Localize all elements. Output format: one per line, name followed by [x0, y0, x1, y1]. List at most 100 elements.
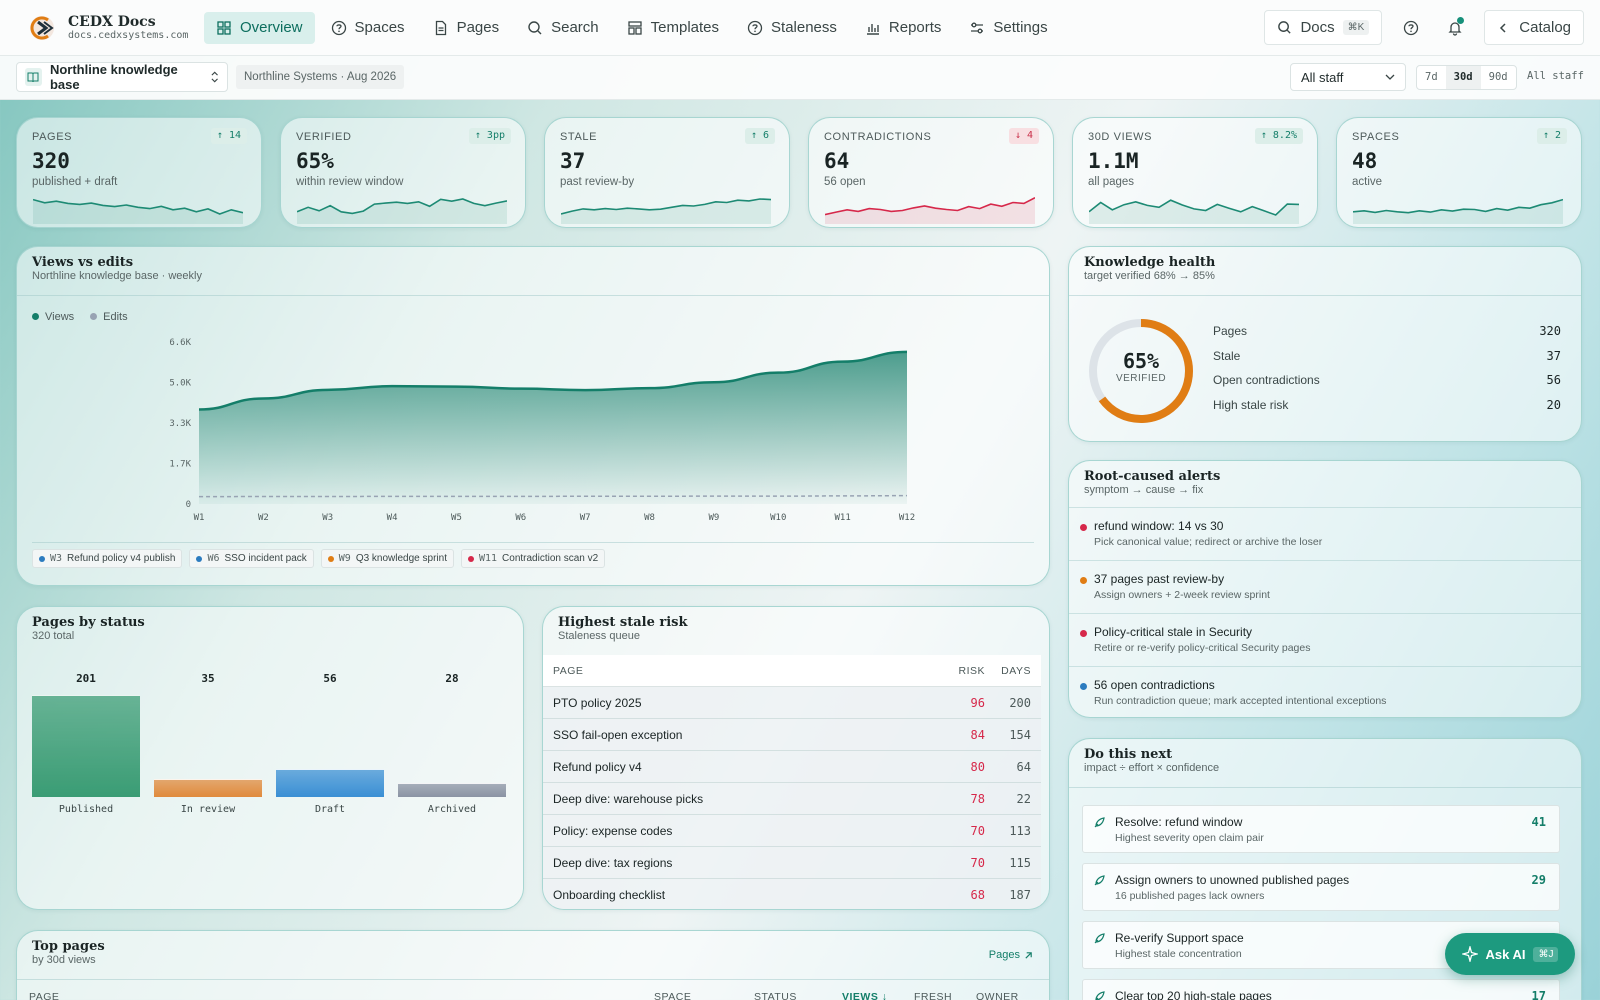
- alerts-subtitle: symptom → cause → fix: [1084, 484, 1204, 496]
- col-page[interactable]: PAGE: [553, 664, 584, 677]
- top-right-actions: Docs ⌘K Catalog: [1264, 10, 1584, 45]
- legend-item-views[interactable]: Views: [32, 311, 74, 323]
- docs-search-button[interactable]: Docs ⌘K: [1264, 10, 1383, 45]
- audience-select[interactable]: All staff: [1290, 63, 1406, 91]
- event-chip[interactable]: W9 Q3 knowledge sprint: [320, 549, 454, 568]
- next-action-score: 41: [1531, 815, 1546, 829]
- knowledge-base-select[interactable]: Northline knowledge base: [16, 62, 228, 92]
- next-action-title: Assign owners to unowned published pages: [1115, 873, 1350, 887]
- alert-item[interactable]: refund window: 14 vs 30 Pick canonical va…: [1069, 507, 1581, 559]
- kpi-card-spaces[interactable]: SPACES ↑ 2 48 active: [1336, 117, 1582, 228]
- nav-label: Templates: [650, 19, 720, 36]
- next-subtitle: impact ÷ effort × confidence: [1084, 762, 1220, 774]
- alert-title: 56 open contradictions: [1094, 678, 1215, 692]
- legend-swatch: [90, 313, 98, 320]
- status-bar[interactable]: [154, 779, 262, 797]
- col-status[interactable]: STATUS: [754, 991, 797, 1000]
- notifications-button[interactable]: [1440, 13, 1470, 43]
- event-chip[interactable]: W11 Contradiction scan v2: [460, 549, 606, 568]
- kpi-card-verified[interactable]: VERIFIED ↑ 3pp 65% within review window: [280, 117, 526, 228]
- donut-verified-arc: [1089, 319, 1193, 423]
- alert-title: 37 pages past review-by: [1094, 572, 1225, 586]
- ask-ai-button[interactable]: Ask AI ⌘J: [1445, 933, 1575, 975]
- kpi-card-pages[interactable]: PAGES ↑ 14 320 published + draft: [16, 117, 262, 228]
- top-pages-subtitle: by 30d views: [32, 954, 96, 966]
- sparkline-line: [33, 198, 243, 215]
- chevron-down-icon: [1385, 74, 1395, 80]
- range-90d[interactable]: 90d: [1488, 71, 1508, 83]
- status-bar[interactable]: [32, 695, 140, 797]
- stale-table-row[interactable]: PTO policy 2025 96 200: [543, 687, 1041, 719]
- arrow-up-right-icon: [1025, 951, 1032, 959]
- stale-title: Highest stale risk: [558, 615, 688, 630]
- event-week: W6: [207, 553, 220, 564]
- kpi-delta-badge: ↑ 6: [744, 128, 775, 144]
- stale-table-row[interactable]: SSO fail-open exception 84 154: [543, 719, 1041, 751]
- kpi-label: VERIFIED: [296, 131, 352, 143]
- stale-table-row[interactable]: Deep dive: warehouse picks 78 22: [543, 783, 1041, 815]
- kpi-subtitle: 56 open: [824, 176, 866, 188]
- main-nav: Overview Spaces Pages Search Templates Stalen…: [204, 11, 1060, 44]
- col-page[interactable]: PAGE: [29, 991, 60, 1000]
- stale-risk-score: 70: [970, 855, 985, 870]
- sparkline-line: [297, 198, 507, 215]
- nav-settings[interactable]: Settings: [957, 12, 1059, 44]
- col-views[interactable]: VIEWS ↓: [842, 991, 888, 1000]
- stale-table-row[interactable]: Refund policy v4 80 64: [543, 751, 1041, 783]
- kpi-card-contradictions[interactable]: CONTRADICTIONS ↓ 4 64 56 open: [808, 117, 1054, 228]
- status-title: Pages by status: [32, 615, 145, 630]
- x-tick-label: W6: [515, 513, 526, 523]
- alert-item[interactable]: 56 open contradictions Run contradiction …: [1069, 666, 1581, 718]
- col-space[interactable]: SPACE: [654, 991, 692, 1000]
- next-action-item[interactable]: Resolve: refund window Highest severity o…: [1082, 805, 1560, 853]
- kpi-subtitle: past review-by: [560, 176, 635, 188]
- col-fresh[interactable]: FRESH: [914, 991, 953, 1000]
- stale-table-row[interactable]: Policy: expense codes 70 113: [543, 815, 1041, 847]
- search-icon: [528, 20, 542, 34]
- col-days[interactable]: DAYS: [1001, 664, 1031, 677]
- kpi-subtitle: active: [1352, 176, 1383, 188]
- stale-table-row[interactable]: Deep dive: tax regions 70 115: [543, 847, 1041, 879]
- stale-table-row[interactable]: Onboarding checklist 68 187: [543, 879, 1041, 909]
- stale-page-name: Onboarding checklist: [553, 887, 666, 902]
- nav-label: Search: [551, 19, 599, 36]
- next-action-item[interactable]: Assign owners to unowned published pages…: [1082, 863, 1560, 911]
- catalog-button[interactable]: Catalog: [1484, 10, 1584, 45]
- next-action-item[interactable]: Clear top 20 high-stale pages 17: [1082, 979, 1560, 1000]
- range-7d[interactable]: 7d: [1425, 71, 1438, 83]
- verified-percent: 65%: [1122, 349, 1160, 373]
- stale-days: 64: [1016, 759, 1031, 774]
- audience-value: All staff: [1301, 69, 1344, 85]
- help-button[interactable]: [1396, 13, 1426, 43]
- nav-overview[interactable]: Overview: [204, 11, 315, 44]
- x-tick-label: W3: [322, 513, 333, 523]
- kpi-card-30d-views[interactable]: 30D VIEWS ↑ 8.2% 1.1M all pages: [1072, 117, 1318, 228]
- nav-staleness[interactable]: Staleness: [735, 12, 849, 44]
- status-bar[interactable]: [276, 768, 384, 797]
- nav-reports[interactable]: Reports: [853, 12, 954, 44]
- sparkline-line: [561, 198, 771, 215]
- col-owner[interactable]: OWNER: [976, 991, 1019, 1000]
- event-chip[interactable]: W3 Refund policy v4 publish: [32, 549, 183, 568]
- alert-item[interactable]: Policy-critical stale in Security Retire …: [1069, 613, 1581, 665]
- status-label: Archived: [427, 804, 477, 815]
- nav-pages[interactable]: Pages: [421, 12, 512, 44]
- legend-item-edits[interactable]: Edits: [90, 311, 128, 323]
- nav-templates[interactable]: Templates: [615, 12, 731, 44]
- alert-item[interactable]: 37 pages past review-by Assign owners + 2…: [1069, 560, 1581, 612]
- org-period-chip: Northline Systems · Aug 2026: [236, 65, 405, 89]
- nav-spaces[interactable]: Spaces: [319, 12, 417, 44]
- nav-search[interactable]: Search: [515, 12, 611, 44]
- chart-legend: Views Edits: [32, 311, 128, 323]
- health-value: 320: [1539, 324, 1561, 338]
- stale-page-name: Deep dive: tax regions: [553, 855, 673, 870]
- nav-label: Spaces: [354, 19, 405, 36]
- event-chip[interactable]: W6 SSO incident pack: [189, 549, 314, 568]
- stale-page-name: SSO fail-open exception: [553, 727, 683, 742]
- col-risk[interactable]: RISK: [958, 664, 985, 677]
- kpi-card-stale[interactable]: STALE ↑ 6 37 past review-by: [544, 117, 790, 228]
- status-bar[interactable]: [398, 782, 506, 797]
- range-30d[interactable]: 30d: [1445, 66, 1481, 89]
- pages-link[interactable]: Pages: [989, 949, 1033, 961]
- brand[interactable]: CEDX Docs docs.cedxsystems.com: [28, 14, 204, 42]
